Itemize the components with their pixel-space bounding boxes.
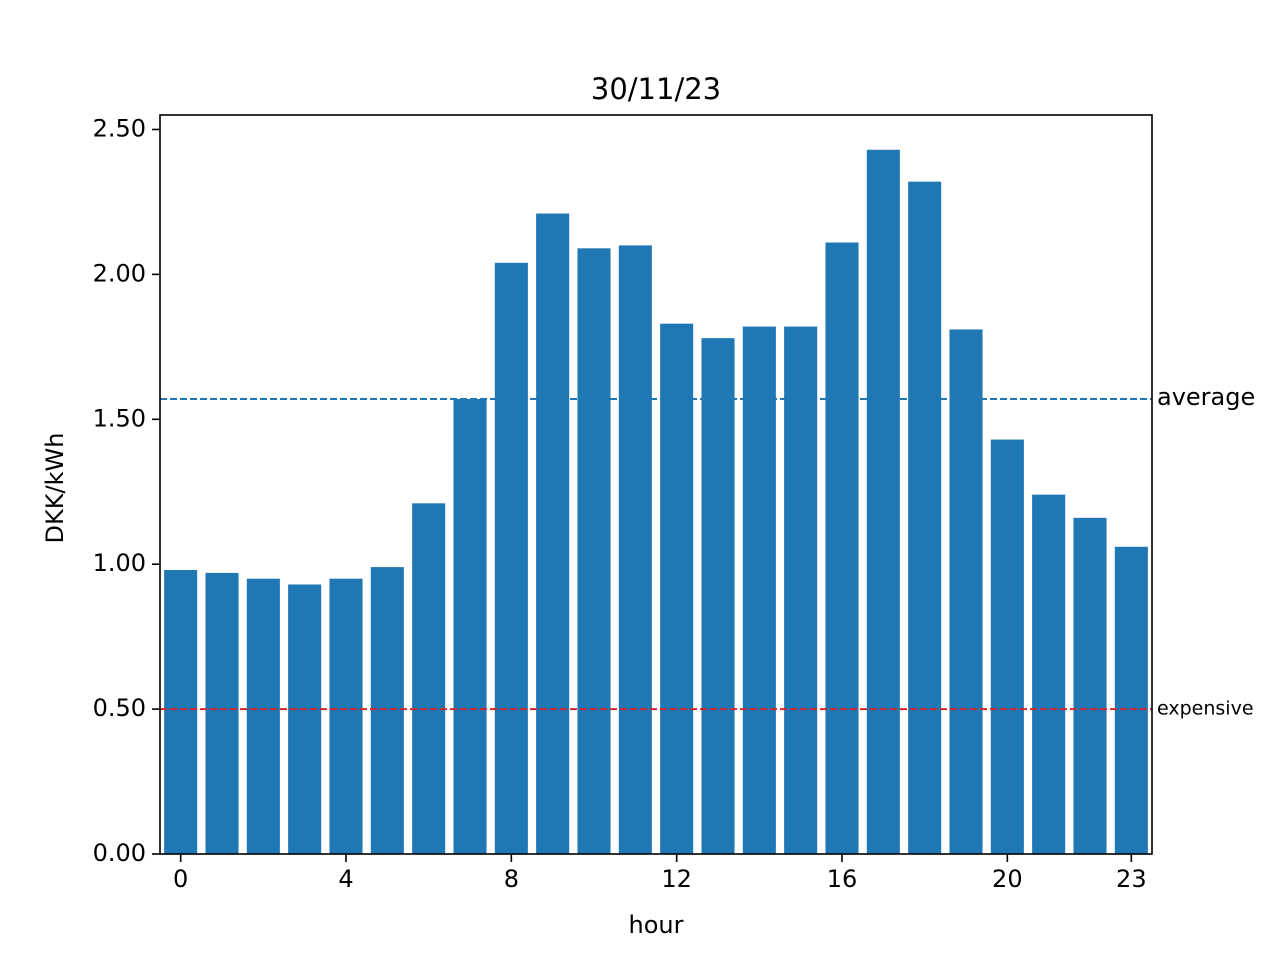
bar-hour-4 — [329, 578, 363, 854]
x-axis: 0 4 8 12 16 20 23 — [173, 854, 1147, 893]
x-tick-label-12: 12 — [661, 865, 692, 893]
y-tick-label-0.50: 0.50 — [93, 694, 146, 722]
bar-hour-13 — [701, 338, 735, 854]
bar-hour-14 — [742, 326, 776, 854]
reference-label-expensive: expensive — [1157, 698, 1254, 720]
y-tick-label-2.50: 2.50 — [93, 114, 146, 142]
bar-hour-9 — [536, 213, 570, 854]
bar-hour-6 — [412, 503, 446, 854]
bar-hour-1 — [205, 572, 239, 854]
bar-hour-19 — [949, 329, 983, 854]
bars-group — [164, 149, 1148, 854]
bar-hour-10 — [577, 248, 611, 854]
reference-label-average: average — [1157, 383, 1255, 411]
y-axis-title: DKK/kWh — [41, 433, 69, 544]
bar-hour-23 — [1114, 546, 1148, 854]
y-tick-label-1.50: 1.50 — [93, 404, 146, 432]
bar-hour-16 — [825, 242, 859, 854]
y-axis: 0.00 0.50 1.00 1.50 2.00 2.50 — [93, 114, 160, 867]
bar-hour-8 — [494, 262, 528, 854]
bar-hour-18 — [908, 181, 942, 854]
x-axis-title: hour — [629, 911, 684, 939]
plot-frame — [159, 114, 1153, 855]
bar-hour-2 — [246, 578, 280, 854]
x-tick-label-0: 0 — [173, 865, 188, 893]
bar-hour-20 — [990, 439, 1024, 854]
bar-hour-17 — [866, 149, 900, 854]
bar-hour-21 — [1032, 494, 1066, 854]
x-tick-label-8: 8 — [504, 865, 519, 893]
bar-hour-0 — [164, 569, 198, 854]
bar-hour-7 — [453, 399, 487, 854]
y-tick-label-1.00: 1.00 — [93, 549, 146, 577]
chart-title: 30/11/23 — [591, 72, 721, 106]
x-tick-label-20: 20 — [992, 865, 1023, 893]
bar-hour-3 — [288, 584, 322, 854]
y-tick-label-2.00: 2.00 — [93, 259, 146, 287]
x-tick-label-23: 23 — [1116, 865, 1147, 893]
x-tick-label-16: 16 — [827, 865, 858, 893]
bar-hour-15 — [784, 326, 818, 854]
reference-lines-group: average expensive — [160, 383, 1255, 720]
bar-hour-11 — [618, 245, 652, 854]
y-tick-label-0.00: 0.00 — [93, 839, 146, 867]
bar-hour-12 — [660, 323, 694, 854]
x-tick-label-4: 4 — [338, 865, 353, 893]
bar-hour-5 — [370, 567, 404, 854]
bar-hour-22 — [1073, 517, 1107, 854]
